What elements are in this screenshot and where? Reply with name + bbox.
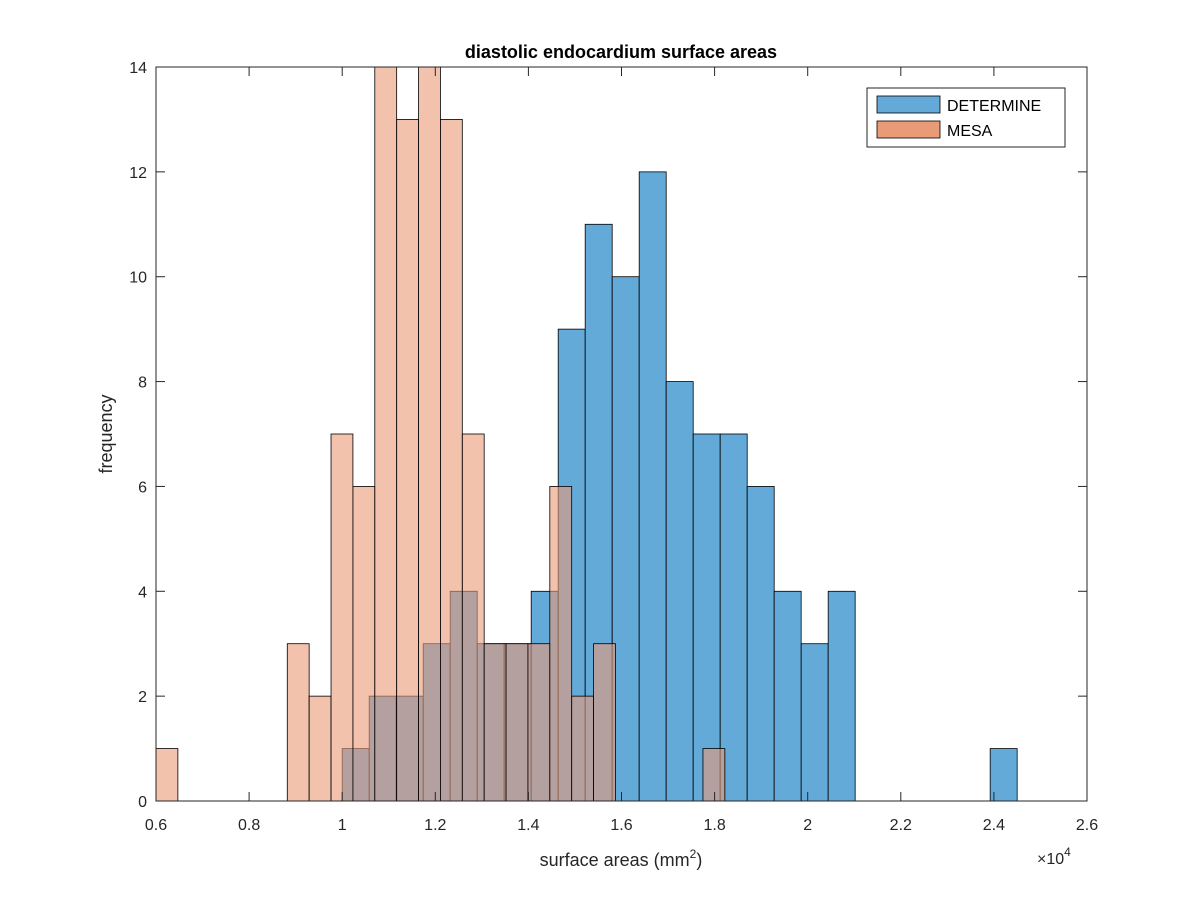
x-axis-label: surface areas (mm2) [540, 847, 703, 870]
bar-mesa-19 [571, 695, 594, 802]
legend-label-mesa: MESA [947, 123, 993, 140]
x-axis-label-close: ) [696, 850, 702, 870]
bar-mesa-16 [505, 643, 529, 802]
mesa-bars [155, 66, 726, 802]
x-axis-exponent-base: ×10 [1037, 851, 1064, 868]
x-tick-label-6: 1.8 [703, 817, 725, 834]
bar-mesa-15 [483, 643, 507, 802]
bar-mesa-25 [702, 748, 726, 802]
x-tick-label-8: 2.2 [890, 817, 912, 834]
bar-mesa-13 [440, 119, 463, 802]
bar-determine-24 [989, 748, 1018, 802]
legend-swatch-mesa [876, 120, 941, 139]
y-tick-label-0: 0 [138, 794, 147, 811]
x-axis-exponent: ×104 [1037, 845, 1071, 868]
bar-determine-13 [692, 433, 721, 802]
y-tick-label-6: 12 [129, 165, 147, 182]
y-tick-label-1: 2 [138, 689, 147, 706]
legend: DETERMINE MESA [866, 87, 1066, 148]
bar-mesa-12 [418, 66, 441, 802]
x-tick-label-1: 0.8 [238, 817, 260, 834]
bar-determine-12 [665, 381, 694, 802]
bar-mesa-9 [352, 486, 376, 802]
x-axis-ticks: 0.6 0.8 1 1.2 1.4 1.6 1.8 2 2.2 2.4 2.6 [145, 67, 1098, 834]
y-tick-label-4: 8 [138, 375, 147, 392]
chart-title: diastolic endocardium surface areas [465, 42, 777, 62]
bar-mesa-10 [374, 66, 398, 802]
x-axis-label-main: surface areas (mm [540, 850, 690, 870]
legend-swatch-determine [876, 95, 941, 114]
y-axis-label: frequency [96, 394, 116, 473]
x-tick-label-5: 1.6 [610, 817, 632, 834]
bar-determine-16 [773, 590, 802, 802]
x-tick-label-2: 1 [338, 817, 347, 834]
bar-mesa-20 [593, 643, 616, 802]
x-tick-label-7: 2 [803, 817, 812, 834]
bar-mesa-7 [308, 695, 332, 802]
bar-determine-14 [719, 433, 748, 802]
bar-mesa-14 [461, 433, 485, 802]
bar-determine-11 [638, 171, 667, 802]
x-tick-label-9: 2.4 [983, 817, 1005, 834]
x-tick-label-10: 2.6 [1076, 817, 1098, 834]
bar-mesa-18 [549, 486, 573, 802]
bar-determine-18 [827, 590, 856, 802]
bar-mesa-6 [286, 643, 310, 802]
bar-mesa-0 [155, 748, 179, 802]
x-axis-label-superscript: 2 [690, 847, 697, 861]
bar-determine-15 [746, 486, 775, 802]
bar-determine-17 [800, 643, 829, 802]
x-tick-label-3: 1.2 [424, 817, 446, 834]
y-tick-label-5: 10 [129, 270, 147, 287]
x-axis-exponent-power: 4 [1064, 845, 1071, 859]
y-axis-ticks: 0 2 4 6 8 10 12 14 [129, 60, 1087, 811]
y-tick-label-3: 6 [138, 479, 147, 496]
x-tick-label-4: 1.4 [517, 817, 539, 834]
y-tick-label-7: 14 [129, 60, 147, 77]
bar-determine-10 [611, 276, 640, 802]
legend-label-determine: DETERMINE [947, 98, 1041, 115]
y-tick-label-2: 4 [138, 584, 147, 601]
bar-mesa-11 [396, 119, 419, 802]
bar-mesa-8 [330, 433, 354, 802]
bar-mesa-17 [527, 643, 551, 802]
x-tick-label-0: 0.6 [145, 817, 167, 834]
